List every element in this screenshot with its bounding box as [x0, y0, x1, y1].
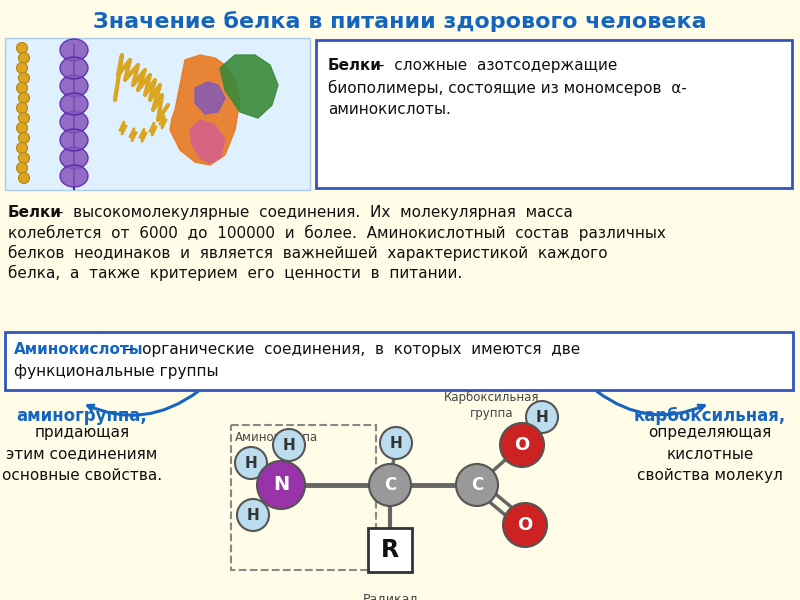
Text: H: H [282, 437, 295, 452]
Circle shape [503, 503, 547, 547]
Text: N: N [273, 475, 289, 494]
FancyBboxPatch shape [5, 38, 310, 190]
Circle shape [17, 62, 27, 73]
Ellipse shape [60, 93, 88, 115]
Text: Аминокислоты: Аминокислоты [14, 342, 144, 357]
Circle shape [257, 461, 305, 509]
Text: Белки: Белки [8, 205, 62, 220]
Text: Белки: Белки [328, 58, 382, 73]
Circle shape [273, 429, 305, 461]
Circle shape [18, 173, 30, 184]
Text: H: H [246, 508, 259, 523]
Circle shape [18, 152, 30, 163]
Text: H: H [245, 455, 258, 470]
Circle shape [17, 82, 27, 94]
Polygon shape [190, 120, 225, 163]
Polygon shape [195, 82, 225, 114]
FancyBboxPatch shape [316, 40, 792, 188]
Circle shape [18, 133, 30, 143]
Text: H: H [536, 409, 548, 425]
Ellipse shape [60, 147, 88, 169]
Text: белка,  а  также  критерием  его  ценности  в  питании.: белка, а также критерием его ценности в … [8, 265, 462, 281]
Text: O: O [518, 516, 533, 534]
Text: биополимеры, состоящие из мономсеров  α-: биополимеры, состоящие из мономсеров α- [328, 80, 687, 96]
Circle shape [18, 113, 30, 124]
Ellipse shape [60, 57, 88, 79]
Text: колеблется  от  6000  до  100000  и  более.  Аминокислотный  состав  различных: колеблется от 6000 до 100000 и более. Ам… [8, 225, 666, 241]
Ellipse shape [60, 75, 88, 97]
Circle shape [500, 423, 544, 467]
FancyBboxPatch shape [5, 332, 793, 390]
Text: Карбоксильная
группа: Карбоксильная группа [444, 391, 540, 420]
Text: придающая
этим соединениям
основные свойства.: придающая этим соединениям основные свой… [2, 425, 162, 483]
Circle shape [237, 499, 269, 531]
Text: аминокислоты.: аминокислоты. [328, 102, 451, 117]
Circle shape [18, 52, 30, 64]
Circle shape [17, 43, 27, 53]
Text: –  органические  соединения,  в  которых  имеются  две: – органические соединения, в которых име… [115, 342, 580, 357]
Ellipse shape [60, 129, 88, 151]
Polygon shape [220, 55, 278, 118]
Text: аминогруппа,: аминогруппа, [17, 407, 147, 425]
Circle shape [18, 73, 30, 83]
Bar [231, 425, 376, 570]
Circle shape [17, 122, 27, 133]
Text: белков  неодинаков  и  является  важнейшей  характеристикой  каждого: белков неодинаков и является важнейшей х… [8, 245, 608, 261]
Text: –  сложные  азотсодержащие: – сложные азотсодержащие [372, 58, 618, 73]
Text: функциональные группы: функциональные группы [14, 364, 218, 379]
Circle shape [235, 447, 267, 479]
Text: R: R [381, 538, 399, 562]
Bar [368, 528, 412, 572]
Circle shape [456, 464, 498, 506]
Text: Аминогруппа: Аминогруппа [235, 431, 318, 444]
Circle shape [18, 92, 30, 103]
Circle shape [526, 401, 558, 433]
Text: Значение белка в питании здорового человека: Значение белка в питании здорового челов… [93, 11, 707, 32]
Circle shape [17, 142, 27, 154]
Circle shape [17, 103, 27, 113]
Text: C: C [471, 476, 483, 494]
Ellipse shape [60, 165, 88, 187]
Text: карбоксильная,: карбоксильная, [634, 407, 786, 425]
Circle shape [380, 427, 412, 459]
Text: C: C [384, 476, 396, 494]
Polygon shape [170, 55, 240, 165]
Text: –  высокомолекулярные  соединения.  Их  молекулярная  масса: – высокомолекулярные соединения. Их моле… [46, 205, 573, 220]
Ellipse shape [60, 39, 88, 61]
Text: H: H [390, 436, 402, 451]
Text: O: O [514, 436, 530, 454]
Text: Радикал: Радикал [362, 592, 418, 600]
Circle shape [17, 163, 27, 173]
Ellipse shape [60, 111, 88, 133]
Circle shape [369, 464, 411, 506]
Text: определяющая
кислотные
свойства молекул: определяющая кислотные свойства молекул [637, 425, 783, 483]
